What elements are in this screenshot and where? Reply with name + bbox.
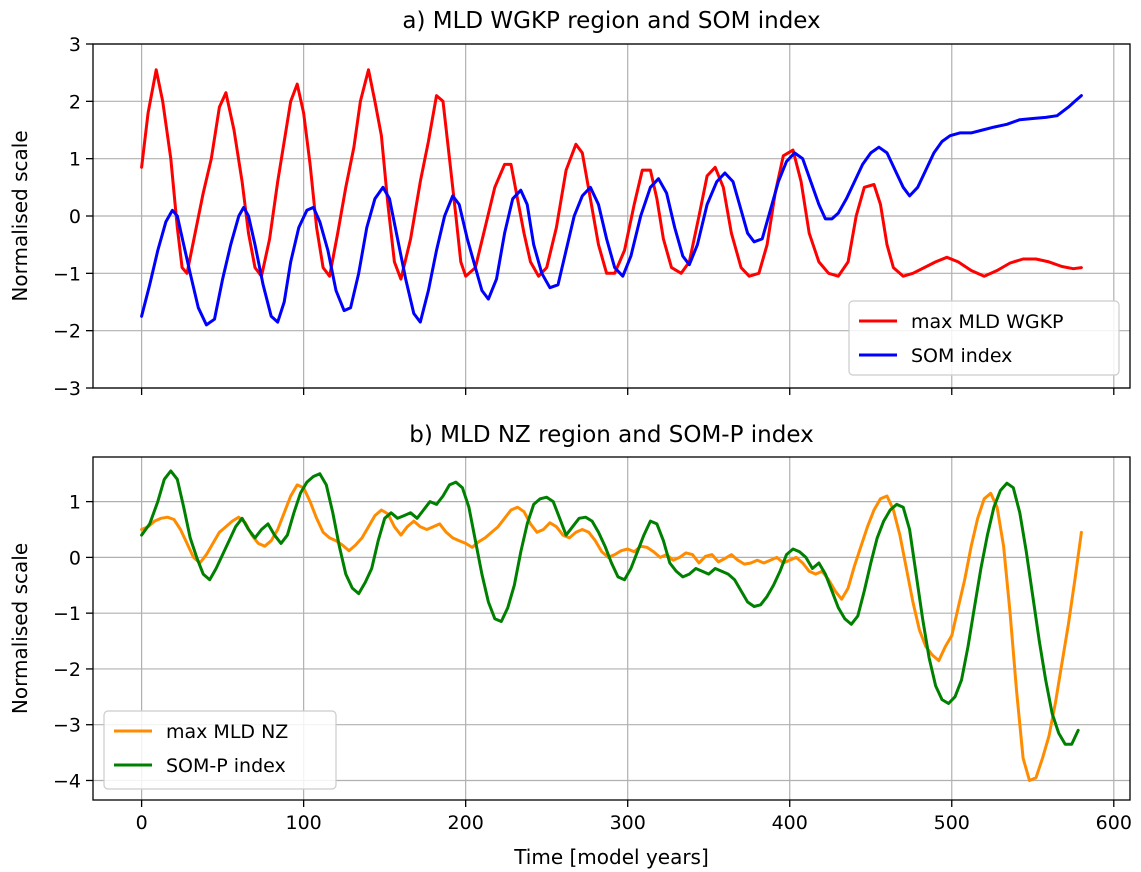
legend: max MLD NZ SOM-P index [103,710,337,790]
panel-b-mld-nz-som-p: 0 100 200 300 400 500 600 −4 −3 −2 −1 0 1 b) MLD NZ r… [8,422,1132,869]
x-tick-label: 300 [610,812,646,834]
x-tick-label: 600 [1096,812,1132,834]
legend-box [848,300,1120,376]
y-tick-label: 3 [69,34,81,56]
y-tick-label: −4 [53,770,81,792]
y-tick-label: −2 [53,321,81,343]
y-axis-label: Normalised scale [8,543,32,714]
y-tick-label: 2 [69,91,81,113]
y-axis-label: Normalised scale [8,130,32,301]
x-tick-label: 0 [136,812,148,834]
x-tick-label: 100 [286,812,322,834]
y-tick-label: −1 [53,263,81,285]
y-tick-label: 1 [69,149,81,171]
series-line-max-mld-wgkp [140,68,1083,281]
chart-title: a) MLD WGKP region and SOM index [402,8,820,34]
x-tick-label: 500 [934,812,970,834]
legend-box [103,710,337,790]
legend-label: max MLD WGKP [911,311,1064,333]
y-tick-label: 0 [69,547,81,569]
y-tick-label: −1 [53,603,81,625]
legend-label: SOM-P index [166,755,286,777]
legend: max MLD WGKP SOM index [848,300,1120,376]
x-axis-label: Time [model years] [513,845,709,869]
panel-a-mld-wgkp-som: −3 −2 −1 0 1 2 3 a) MLD WGKP region and SOM ind… [8,8,1131,400]
chart-title: b) MLD NZ region and SOM-P index [409,422,813,448]
y-tick-label: −3 [53,378,81,400]
plot-frame [92,456,1131,801]
series-line-som-p-index [140,469,1080,746]
legend-label: max MLD NZ [166,721,288,743]
legend-label: SOM index [911,345,1012,367]
y-tick-label: −2 [53,659,81,681]
x-tick-label: 400 [772,812,808,834]
series-line-max-mld-nz [140,483,1083,782]
series-line-som-index [140,94,1083,327]
y-tick-label: 1 [69,492,81,514]
y-tick-label: −3 [53,715,81,737]
y-tick-label: 0 [69,206,81,228]
x-tick-label: 200 [448,812,484,834]
